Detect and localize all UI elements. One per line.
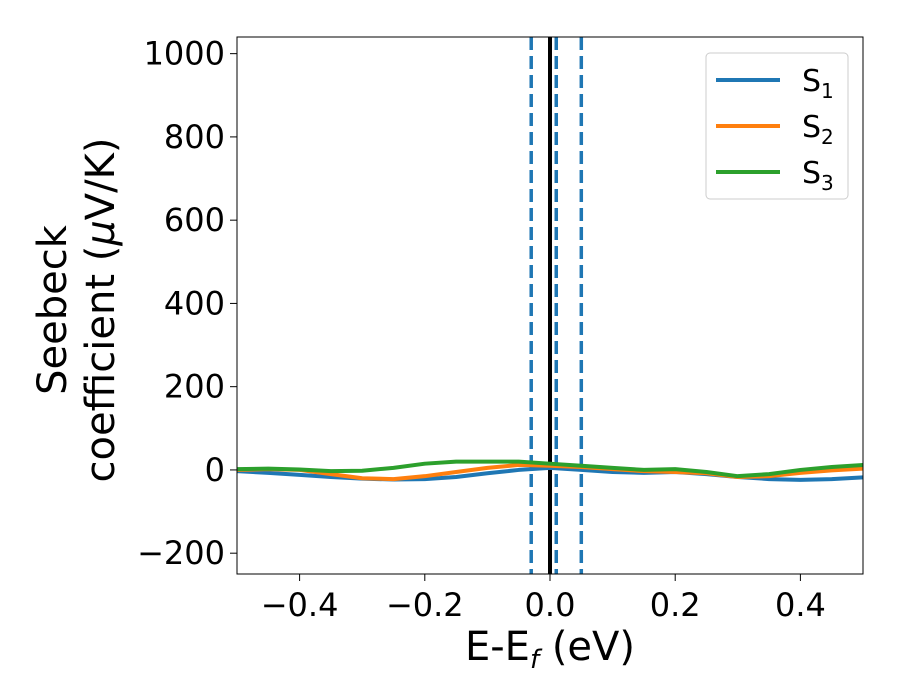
x-axis-label: E-Ef (eV) [465,624,635,675]
y-axis-label-line1: Seebeck [30,224,76,395]
x-tick-label: −0.4 [261,586,339,624]
legend-label-S1: S1 [802,64,834,103]
y-tick-label: −200 [137,534,225,572]
series-line-S3 [237,459,863,479]
x-axis-label-main: E-E [465,624,530,670]
y-tick-label: 400 [164,284,225,322]
x-tick-label: −0.2 [386,586,464,624]
x-axis-ticks: −0.4 −0.2 0.0 0.2 0.4 [261,574,826,624]
x-axis-label-unit: (eV) [539,624,635,670]
y-tick-label: 600 [164,201,225,239]
y-tick-label: 0 [205,451,225,489]
series-lines [237,459,863,482]
legend-label-S2: S2 [802,110,834,149]
legend-label-S3: S3 [802,156,834,195]
y-tick-label: 800 [164,118,225,156]
y-axis-label-line2: coefficient (μV/K) [78,138,124,483]
y-axis-ticks: −200 0 200 400 600 800 1000 [137,35,237,572]
y-axis-label: Seebeck coefficient (μV/K) [30,138,124,483]
x-tick-label: 0.0 [525,586,576,624]
y-tick-label: 200 [164,368,225,406]
legend: S1 S2 S3 [705,52,849,200]
vertical-lines [529,37,584,574]
x-tick-label: 0.4 [775,586,826,624]
y-tick-label: 1000 [144,35,225,73]
x-tick-label: 0.2 [650,586,701,624]
